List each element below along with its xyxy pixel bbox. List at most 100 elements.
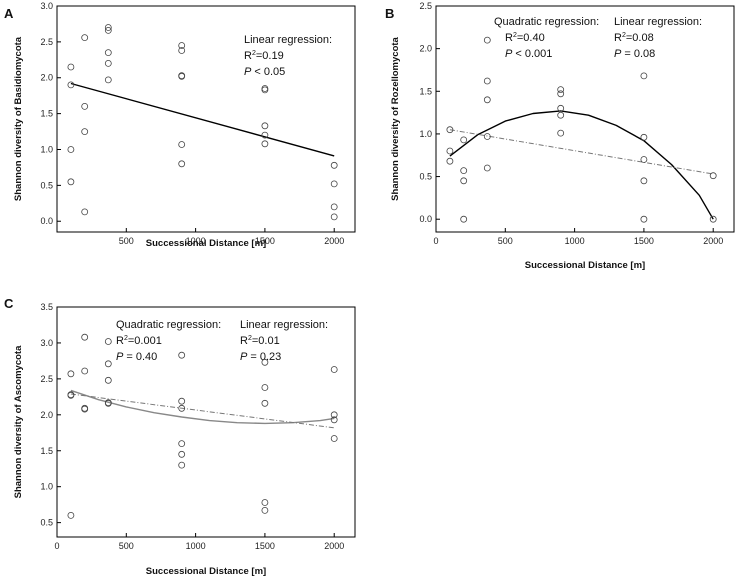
annotation-r2: R2=0.001 xyxy=(116,335,162,347)
y-tick-label: 2.5 xyxy=(40,374,53,384)
data-point xyxy=(261,131,269,139)
data-point xyxy=(483,36,491,44)
data-point xyxy=(446,157,454,165)
data-point xyxy=(640,72,648,80)
panel-label: B xyxy=(385,6,394,21)
data-point xyxy=(178,397,186,405)
x-tick-label: 1500 xyxy=(255,236,275,246)
data-point xyxy=(178,160,186,168)
annotation-r2: R2=0.40 xyxy=(505,32,545,44)
data-point xyxy=(104,76,112,84)
y-tick-label: 1.0 xyxy=(40,482,53,492)
y-axis-label: Shannon diversity of Ascomycota xyxy=(13,345,24,498)
annotation-r2-value: =0.40 xyxy=(517,32,545,44)
data-point xyxy=(709,215,717,223)
data-point xyxy=(104,338,112,345)
data-point xyxy=(261,122,269,130)
data-point xyxy=(67,178,75,186)
annotation-quadratic: Quadratic regression: R2=0.001 P = 0.40 xyxy=(116,319,221,363)
data-point xyxy=(460,215,468,223)
data-point xyxy=(557,111,565,119)
y-tick-label: 1.5 xyxy=(40,446,53,456)
data-point xyxy=(81,367,89,375)
data-point xyxy=(178,440,186,448)
data-point xyxy=(557,86,565,93)
linear-fit-line xyxy=(70,82,335,157)
y-axis-label: Shannon diversity of Basidiomycota xyxy=(13,36,24,201)
data-point xyxy=(81,208,89,216)
x-axis-label: Successional Distance [m] xyxy=(146,566,266,577)
data-point xyxy=(640,156,648,163)
y-axis-label: Shannon diversity of Rozellomycota xyxy=(390,36,401,200)
data-point xyxy=(178,141,186,148)
data-point xyxy=(446,126,454,134)
x-tick-label: 500 xyxy=(119,236,134,246)
data-point xyxy=(178,351,186,359)
data-point xyxy=(557,104,565,112)
annotation-linear: Linear regression: R2=0.08 P = 0.08 xyxy=(614,16,702,60)
data-point xyxy=(640,133,648,141)
data-point xyxy=(104,399,112,407)
data-point xyxy=(330,180,338,188)
data-point xyxy=(104,60,112,67)
annotation-p: P < 0.05 xyxy=(244,66,285,78)
annotation-p: P < 0.001 xyxy=(505,48,552,60)
plot-frame xyxy=(435,5,735,233)
y-tick-label: 1.5 xyxy=(419,86,432,96)
data-point xyxy=(67,391,75,399)
annotation-r2: R2=0.19 xyxy=(244,50,284,62)
annotation-title: Linear regression: xyxy=(614,16,702,28)
data-point xyxy=(330,203,338,211)
data-point xyxy=(104,26,112,34)
annotation-r2-value: =0.001 xyxy=(128,335,162,347)
annotation-r2-value: =0.19 xyxy=(256,50,284,62)
plot-frame xyxy=(56,5,356,233)
panel-label: C xyxy=(4,296,14,311)
linear-fit-line xyxy=(70,393,335,429)
y-tick-label: 2.5 xyxy=(40,37,53,47)
data-point xyxy=(330,213,338,221)
annotation-quadratic: Quadratic regression: R2=0.40 P < 0.001 xyxy=(494,16,599,60)
y-tick-label: 0.5 xyxy=(40,518,53,528)
data-point xyxy=(330,435,338,442)
y-tick-label: 2.0 xyxy=(40,410,53,420)
data-point xyxy=(460,167,468,175)
data-point xyxy=(178,72,186,80)
data-point xyxy=(640,215,648,223)
data-point xyxy=(104,49,112,56)
annotation-p: P = 0.40 xyxy=(116,351,157,363)
annotation-r2: R2=0.01 xyxy=(240,335,280,347)
quadratic-fit-line xyxy=(70,389,335,425)
x-tick-label: 2000 xyxy=(703,236,723,246)
y-tick-label: 0.0 xyxy=(419,214,432,224)
annotation-r2-value: =0.08 xyxy=(626,32,654,44)
data-point xyxy=(483,164,491,172)
data-point xyxy=(261,506,269,514)
x-tick-label: 1500 xyxy=(634,236,654,246)
x-tick-label: 500 xyxy=(119,541,134,551)
panel-c: C Successional Distance [m] Shannon dive… xyxy=(4,296,356,577)
data-point xyxy=(261,140,269,148)
x-axis-label: Successional Distance [m] xyxy=(146,238,266,249)
data-point xyxy=(261,86,269,94)
data-point xyxy=(557,90,565,98)
x-tick-label: 2000 xyxy=(324,541,344,551)
annotation-title: Quadratic regression: xyxy=(116,319,221,331)
data-point xyxy=(330,161,338,169)
annotation-p-value: = 0.08 xyxy=(621,48,655,60)
x-tick-label: 2000 xyxy=(324,236,344,246)
data-point xyxy=(67,81,75,89)
y-tick-label: 2.0 xyxy=(419,44,432,54)
data-point xyxy=(460,136,468,144)
x-tick-label: 1500 xyxy=(255,541,275,551)
y-tick-label: 0.5 xyxy=(419,172,432,182)
x-tick-label: 1000 xyxy=(565,236,585,246)
x-tick-label: 1000 xyxy=(186,236,206,246)
data-point xyxy=(330,416,338,424)
annotation-p: P = 0.08 xyxy=(614,48,655,60)
x-axis-label: Successional Distance [m] xyxy=(525,260,645,271)
y-tick-label: 2.0 xyxy=(40,73,53,83)
data-point xyxy=(709,172,717,180)
y-tick-label: 1.0 xyxy=(419,129,432,139)
annotation-p-value: = 0.40 xyxy=(123,351,157,363)
